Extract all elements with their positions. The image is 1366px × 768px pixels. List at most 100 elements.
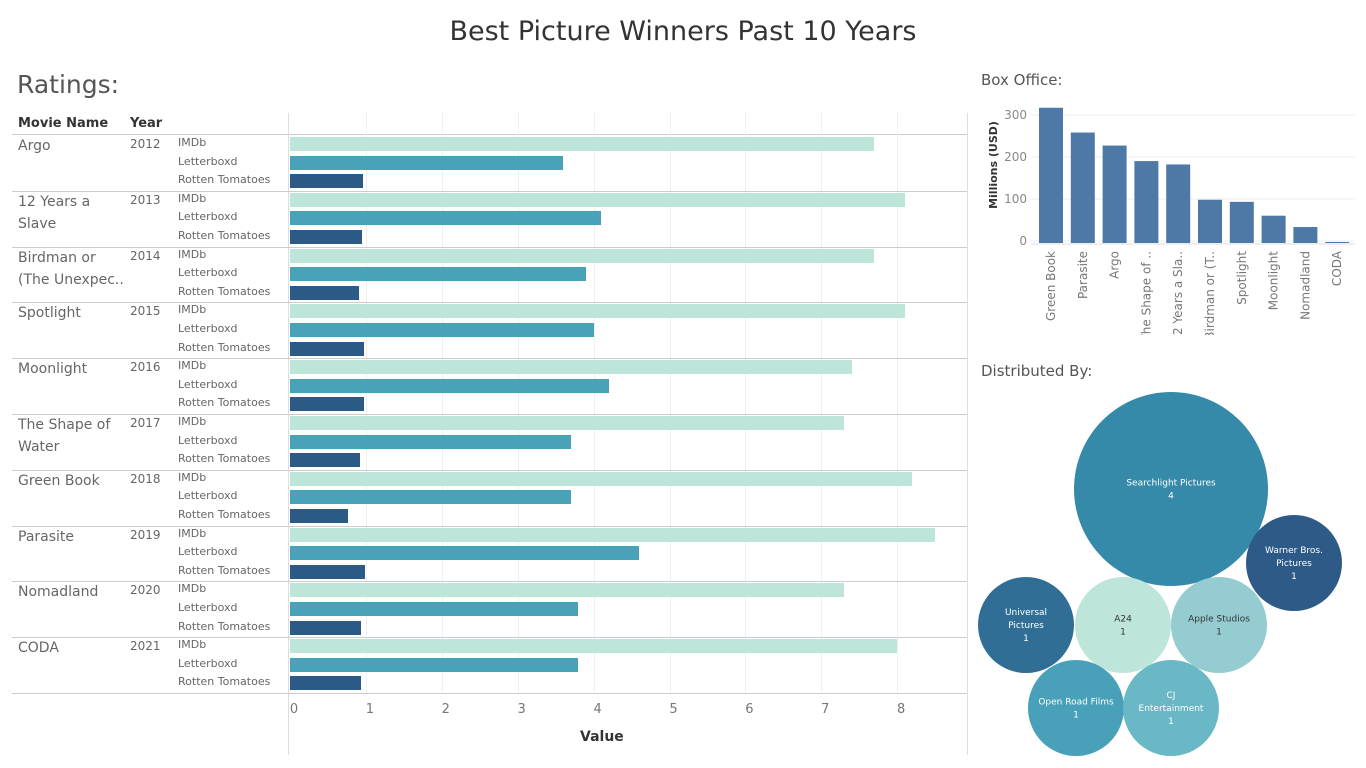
- rating-source-label: Letterboxd: [178, 210, 238, 224]
- bubble-label: Pictures: [1008, 621, 1044, 631]
- rating-source-label: Rotten Tomatoes: [178, 284, 271, 298]
- box-office-bar[interactable]: [1102, 145, 1127, 243]
- x-tick-label: The Shape of ..: [1139, 251, 1153, 335]
- rating-bar-imdb[interactable]: [290, 583, 845, 598]
- bubble-count: 1: [1168, 717, 1174, 727]
- movie-name-line: Nomadland: [18, 584, 99, 601]
- rating-source-label: Letterboxd: [178, 656, 238, 670]
- distributor-bubble[interactable]: Open Road Films 1: [1028, 660, 1124, 756]
- year: 2014: [130, 248, 161, 263]
- box-office-bar[interactable]: [1039, 107, 1063, 243]
- year: 2019: [130, 527, 161, 542]
- rating-bar-letterboxd[interactable]: [290, 378, 609, 393]
- rating-bar-letterboxd[interactable]: [290, 434, 571, 449]
- rating-bar-letterboxd[interactable]: [290, 490, 571, 505]
- movie-name: CODA: [18, 637, 128, 659]
- box-office-bar[interactable]: [1166, 164, 1191, 243]
- x-tick-label: 12 Years a Sla..: [1171, 251, 1185, 335]
- box-office-bar[interactable]: [1229, 201, 1254, 243]
- rating-bar-rotten-tomatoes[interactable]: [290, 397, 365, 412]
- bubble-label: Entertainment: [1139, 704, 1204, 714]
- x-tick-label: 8: [897, 702, 906, 717]
- box-office-bar[interactable]: [1261, 215, 1286, 243]
- distributor-bubble-chart: Searchlight Pictures 4 Warner Bros. Picture…: [978, 392, 1342, 756]
- rating-bar-imdb[interactable]: [290, 471, 913, 486]
- gridline: [517, 113, 519, 693]
- movie-name-line: Water: [18, 439, 60, 455]
- rating-bar-letterboxd[interactable]: [290, 323, 594, 337]
- box-office-bar[interactable]: [1293, 227, 1318, 243]
- rating-source-label: Rotten Tomatoes: [178, 452, 271, 466]
- y-tick-label: 100: [1004, 192, 1027, 206]
- bubble-circle: [1075, 577, 1171, 673]
- rating-bar-rotten-tomatoes[interactable]: [290, 230, 363, 244]
- movie-name-line: Birdman or: [18, 249, 96, 266]
- x-tick-label: Nomadland: [1298, 251, 1312, 320]
- rating-bar-imdb[interactable]: [290, 137, 875, 151]
- year: 2012: [130, 137, 161, 151]
- rating-bar-letterboxd[interactable]: [290, 155, 564, 170]
- distributor-bubble[interactable]: Warner Bros. Pictures 1: [1246, 515, 1342, 611]
- box-office-bar[interactable]: [1134, 161, 1159, 243]
- rating-bar-imdb[interactable]: [290, 192, 905, 207]
- box-office-bar[interactable]: [1198, 199, 1222, 243]
- box-office-chart: 0 100 200 300 Millions (USD) Green Book Parasi…: [987, 107, 1355, 335]
- rating-bar-rotten-tomatoes[interactable]: [290, 620, 361, 635]
- rating-source-label: IMDb: [178, 638, 207, 652]
- rating-bar-rotten-tomatoes[interactable]: [290, 676, 362, 691]
- movie-name: Spotlight: [18, 302, 128, 324]
- rating-bar-imdb[interactable]: [290, 527, 936, 542]
- rating-source-label: Letterboxd: [178, 489, 238, 503]
- rating-bar-imdb[interactable]: [290, 639, 898, 654]
- rating-source-label: IMDb: [178, 247, 207, 261]
- movie-name-line: Slave: [18, 215, 57, 232]
- movie-name-line: (The Unexpec..: [18, 271, 124, 288]
- row-divider: [12, 414, 967, 415]
- rating-source-label: Letterboxd: [178, 322, 238, 335]
- rating-bar-rotten-tomatoes[interactable]: [290, 509, 349, 523]
- rating-bar-imdb[interactable]: [290, 416, 845, 430]
- rating-bar-letterboxd[interactable]: [290, 211, 602, 226]
- gridline: [593, 113, 595, 693]
- rating-bar-imdb[interactable]: [290, 360, 852, 375]
- bubble-label: CJ: [1167, 691, 1176, 701]
- rating-bar-letterboxd[interactable]: [290, 602, 579, 616]
- rating-bar-imdb[interactable]: [290, 304, 905, 319]
- rating-bar-rotten-tomatoes[interactable]: [290, 285, 360, 300]
- distributor-bubble[interactable]: Universal Pictures 1: [978, 577, 1074, 673]
- movie-name: The Shape of Water: [18, 414, 128, 458]
- distributor-bubble[interactable]: Searchlight Pictures 4: [1074, 392, 1268, 586]
- rating-bar-rotten-tomatoes[interactable]: [290, 564, 366, 579]
- year: 2018: [130, 471, 161, 486]
- rating-bar-letterboxd[interactable]: [290, 546, 640, 561]
- rating-bar-letterboxd[interactable]: [290, 657, 579, 672]
- x-axis-label: Value: [580, 729, 624, 745]
- bubble-count: 1: [1216, 628, 1222, 638]
- rating-bar-letterboxd[interactable]: [290, 267, 586, 282]
- distributor-bubble[interactable]: CJ Entertainment 1: [1123, 660, 1219, 756]
- rating-source-label: Rotten Tomatoes: [178, 173, 271, 187]
- distributor-bubble[interactable]: Apple Studios 1: [1171, 577, 1267, 673]
- x-tick-label: 6: [745, 702, 754, 717]
- movie-name: 12 Years a Slave: [18, 191, 128, 235]
- box-office-title: Box Office:: [981, 71, 1063, 89]
- y-tick-label: 200: [1004, 150, 1027, 164]
- x-tick-label: 7: [821, 702, 830, 717]
- rating-source-label: Rotten Tomatoes: [178, 675, 271, 689]
- bubble-circle: [1171, 577, 1267, 673]
- year: 2016: [130, 360, 161, 375]
- x-tick-label: 5: [669, 702, 678, 717]
- rating-bar-imdb[interactable]: [290, 248, 875, 263]
- x-tick-label: Spotlight: [1235, 251, 1249, 305]
- movie-name: Birdman or (The Unexpec..: [18, 247, 128, 291]
- box-office-bar[interactable]: [1070, 132, 1095, 243]
- rating-bar-rotten-tomatoes[interactable]: [290, 174, 363, 189]
- movie-name-line: Spotlight: [18, 305, 81, 322]
- rating-source-label: Letterboxd: [178, 433, 238, 447]
- rating-bar-rotten-tomatoes[interactable]: [290, 341, 364, 356]
- rating-bar-rotten-tomatoes[interactable]: [290, 453, 360, 468]
- gridline: [365, 113, 367, 693]
- dashboard-title: Best Picture Winners Past 10 Years: [449, 16, 917, 47]
- box-office-bar[interactable]: [1325, 242, 1350, 243]
